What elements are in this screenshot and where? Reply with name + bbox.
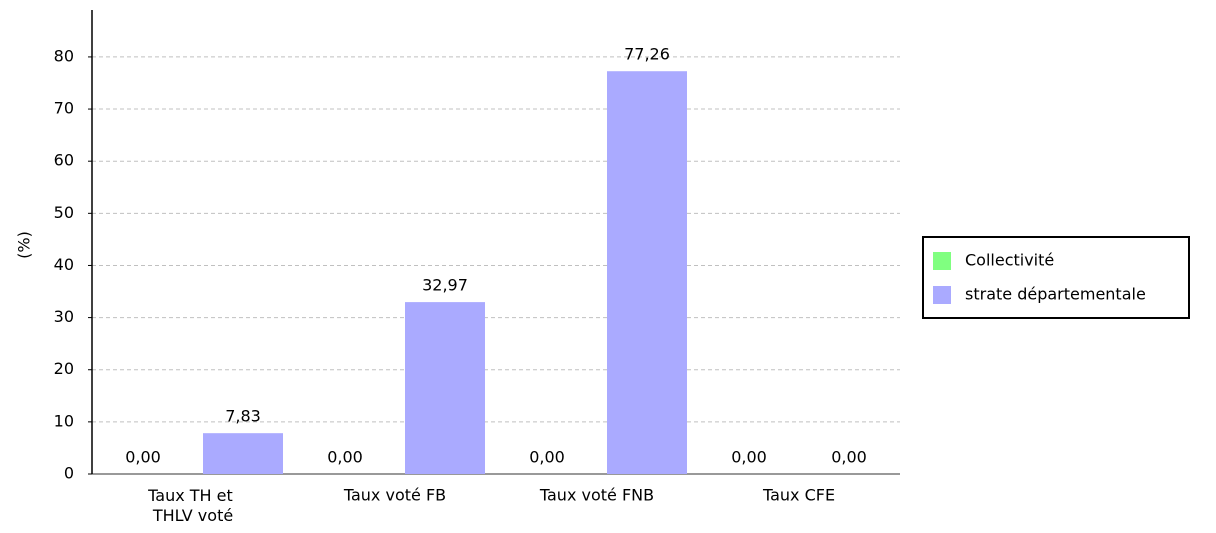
y-tick-label: 40 bbox=[54, 255, 74, 274]
x-tick-label: Taux voté FB bbox=[343, 486, 446, 505]
x-tick-label: Taux TH et THLV voté bbox=[147, 486, 238, 525]
legend-swatch bbox=[933, 286, 951, 304]
y-tick-label: 20 bbox=[54, 359, 74, 378]
value-label: 32,97 bbox=[422, 276, 468, 295]
bar bbox=[203, 433, 283, 474]
y-tick-label: 50 bbox=[54, 203, 74, 222]
x-tick-label: Taux CFE bbox=[762, 486, 835, 505]
legend-label: Collectivité bbox=[965, 251, 1054, 270]
bar bbox=[405, 302, 485, 474]
x-tick-label: Taux voté FNB bbox=[539, 486, 654, 505]
value-label: 0,00 bbox=[831, 448, 867, 467]
y-tick-label: 60 bbox=[54, 151, 74, 170]
legend-label: strate départementale bbox=[965, 285, 1146, 304]
y-tick-label: 30 bbox=[54, 307, 74, 326]
value-label: 77,26 bbox=[624, 45, 670, 64]
y-tick-label: 70 bbox=[54, 99, 74, 118]
y-tick-label: 80 bbox=[54, 46, 74, 65]
legend-box bbox=[922, 236, 1190, 319]
y-tick-label: 0 bbox=[64, 464, 74, 483]
legend-swatch bbox=[933, 252, 951, 270]
y-axis-label: (%) bbox=[15, 231, 34, 259]
value-label: 0,00 bbox=[125, 448, 161, 467]
value-label: 0,00 bbox=[731, 448, 767, 467]
value-label: 0,00 bbox=[529, 448, 565, 467]
bar bbox=[607, 71, 687, 474]
value-label: 0,00 bbox=[327, 448, 363, 467]
value-label: 7,83 bbox=[225, 407, 261, 426]
y-tick-label: 10 bbox=[54, 411, 74, 430]
